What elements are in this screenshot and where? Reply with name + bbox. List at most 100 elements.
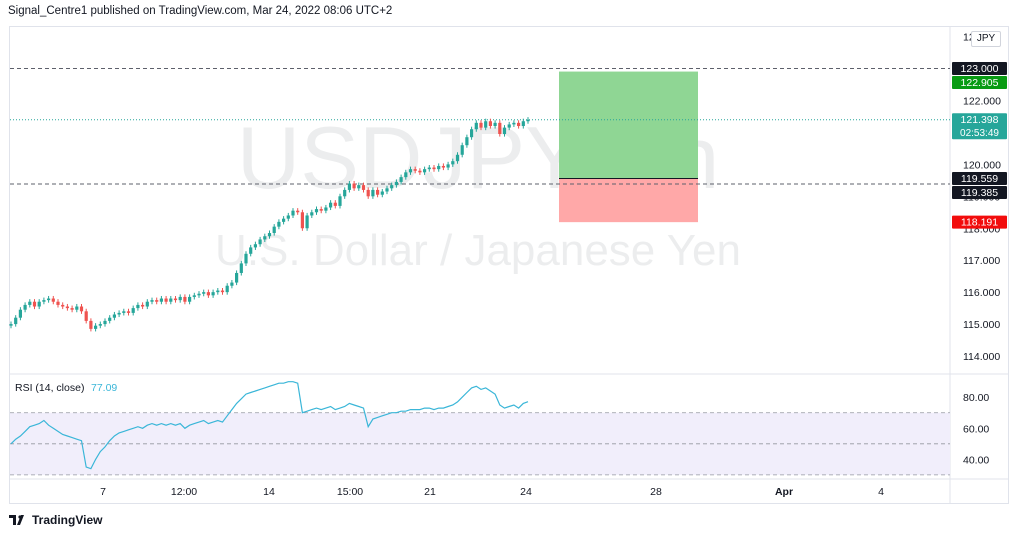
price-tick-label: 115.000 <box>963 319 1000 331</box>
candle-body <box>427 167 431 170</box>
price-tick-label: 120.000 <box>963 159 1001 171</box>
candle-body <box>89 320 93 329</box>
price-tag <box>952 215 1007 229</box>
candle-body <box>32 301 37 307</box>
candle-body <box>512 122 516 125</box>
candle-body <box>493 122 497 127</box>
horizontal-lines <box>10 68 950 185</box>
candle-body <box>408 169 413 173</box>
rsi-value: 77.09 <box>91 382 117 394</box>
candle-body <box>352 183 356 189</box>
time-tick-label: 28 <box>650 486 662 498</box>
price-tick-label: 114.000 <box>963 351 1000 363</box>
time-tick-label: 14 <box>263 486 275 498</box>
price-tick-label: 117.000 <box>963 255 1000 267</box>
candle-body <box>47 298 51 301</box>
candle-body <box>220 290 225 293</box>
candle-body <box>361 185 366 190</box>
candle-body <box>126 311 131 313</box>
candle-body <box>380 191 384 195</box>
candle-body <box>521 121 525 127</box>
tradingview-logo[interactable]: TradingView <box>9 513 102 527</box>
price-tag <box>952 76 1007 90</box>
candle-body <box>451 161 455 165</box>
footer-brand: TradingView <box>32 513 103 527</box>
price-tag-label: 119.385 <box>961 187 998 199</box>
candle-body <box>319 209 323 211</box>
price-tick-label: 116.000 <box>963 287 1000 299</box>
candle-body <box>51 298 55 302</box>
candle-body <box>202 292 206 294</box>
candle-body <box>394 181 398 186</box>
candle-body <box>28 301 32 305</box>
position-tool <box>559 71 698 223</box>
price-tag-label: 122.905 <box>961 77 999 89</box>
candle-body <box>206 292 210 296</box>
candle-body <box>474 122 478 130</box>
candle-body <box>70 308 74 310</box>
candle-body <box>211 292 215 296</box>
candle-body <box>173 298 178 301</box>
candle-body <box>192 295 196 297</box>
candle-body <box>404 172 408 178</box>
candle-body <box>122 311 126 313</box>
time-axis: 7 12:00 14 15:00 21 24 28 Apr 4 <box>100 486 884 498</box>
candle-body <box>347 183 351 190</box>
time-tick-label: 15:00 <box>337 486 363 498</box>
candle-body <box>188 296 192 302</box>
candle-body <box>470 129 474 138</box>
candle-body <box>526 119 530 122</box>
candle-body <box>291 210 295 216</box>
candle-body <box>418 170 422 173</box>
time-tick-label: Apr <box>775 486 793 498</box>
candle-body <box>376 189 380 195</box>
rsi-tick-label: 40.00 <box>963 454 989 466</box>
price-tag-label: 123.000 <box>961 63 999 75</box>
price-tick-label: 122.000 <box>963 95 1001 107</box>
rsi-label: RSI (14, close) <box>15 382 84 394</box>
time-tick-label: 7 <box>100 486 106 498</box>
candle-body <box>155 300 159 302</box>
candle-body <box>305 215 309 229</box>
candle-body <box>225 285 229 293</box>
rsi-line <box>10 381 529 470</box>
candle-body <box>343 189 347 197</box>
currency-tag[interactable]: JPY <box>971 31 1001 47</box>
time-tick-label: 4 <box>878 486 884 498</box>
candle-body <box>277 221 281 227</box>
candle-body <box>441 165 445 168</box>
candle-body <box>282 218 286 222</box>
candle-body <box>300 212 304 229</box>
publisher-line: Signal_Centre1 published on TradingView.… <box>8 5 393 17</box>
time-tick-label: 21 <box>424 486 436 498</box>
candle-body <box>37 301 41 307</box>
candle-body <box>131 308 135 313</box>
candle-body <box>230 282 234 286</box>
candle-body <box>333 202 337 206</box>
candle-body <box>385 188 389 192</box>
loss-zone <box>559 178 698 223</box>
candle-body <box>98 324 102 326</box>
candle-body <box>14 317 18 325</box>
candle-body <box>484 121 488 128</box>
candle-body <box>84 311 88 321</box>
candle-body <box>272 226 276 234</box>
price-axis: 114.000115.000116.000117.000118.000119.0… <box>963 32 1001 467</box>
candle-body <box>399 177 403 182</box>
candle-body <box>423 169 427 173</box>
candle-body <box>61 304 65 307</box>
time-tick-label: 24 <box>520 486 532 498</box>
candles <box>9 117 530 332</box>
candle-body <box>253 244 257 248</box>
candle-body <box>249 247 253 254</box>
candle-body <box>169 298 173 302</box>
candle-body <box>517 122 521 127</box>
candle-body <box>235 272 239 283</box>
chart-frame <box>9 26 1009 504</box>
candle-body <box>159 298 163 302</box>
price-tag-label: 118.191 <box>961 217 998 229</box>
time-tick-label: 12:00 <box>171 486 197 498</box>
price-tag-label: 121.398 <box>961 114 999 126</box>
candle-body <box>479 122 483 128</box>
